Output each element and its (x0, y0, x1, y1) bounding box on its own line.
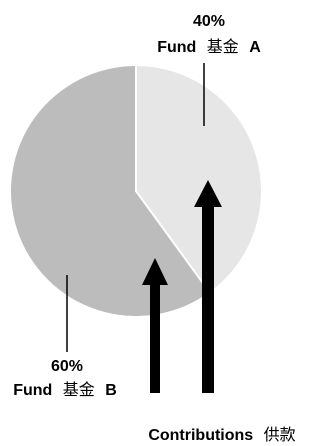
fund-b-name-letter: B (105, 382, 117, 399)
pie-chart (11, 66, 262, 316)
fund-a-name-zh: 基金 (207, 38, 239, 56)
fund-a-percent: 40% (193, 13, 225, 30)
fund-a-name-letter: A (249, 39, 261, 56)
up-arrow-icon (194, 180, 222, 393)
contribution-arrows (142, 180, 222, 393)
contributions-label: Contributions 供款 (148, 426, 295, 444)
fund-b-label: 60% Fund 基金 B (13, 275, 117, 399)
fund-b-percent: 60% (51, 358, 83, 375)
fund-a-name: Fund 基金 A (157, 38, 261, 56)
pie-slice-fund-b (11, 66, 210, 316)
fund-b-name: Fund 基金 B (13, 381, 117, 399)
fund-b-name-zh: 基金 (63, 381, 95, 399)
contributions-label-en: Contributions (148, 427, 253, 444)
pie-slice-fund-a (136, 66, 262, 293)
fund-b-name-en: Fund (13, 382, 52, 399)
fund-a-label: 40% Fund 基金 A (157, 13, 261, 126)
slice-divider-line (135, 66, 211, 293)
contributions-label-zh: 供款 (264, 426, 296, 444)
up-arrow-icon (142, 258, 168, 393)
fund-a-name-en: Fund (157, 39, 196, 56)
